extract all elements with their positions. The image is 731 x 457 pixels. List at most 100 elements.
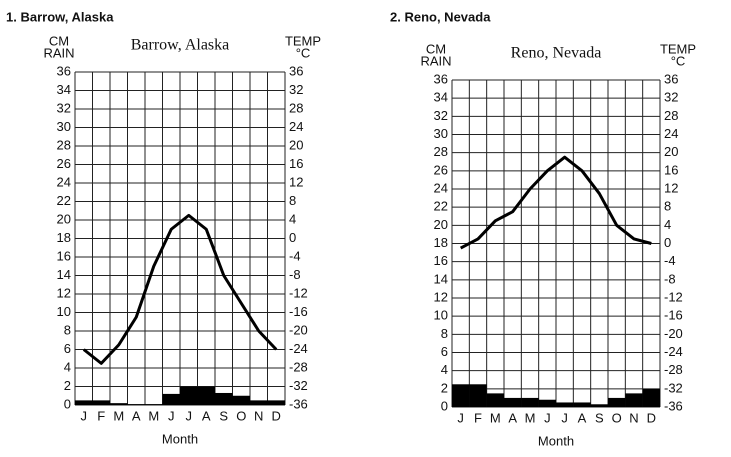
y-tick-label: 26 — [434, 162, 448, 177]
x-tick-label: M — [113, 408, 124, 423]
y-tick-label: 16 — [57, 248, 71, 263]
y2-tick-label: 4 — [289, 211, 296, 226]
temperature-line — [82, 213, 278, 365]
y-tick-label: 30 — [57, 119, 71, 134]
y2-tick-label: -8 — [289, 267, 301, 282]
x-tick-label: F — [474, 410, 482, 425]
x-tick-label: D — [272, 408, 281, 423]
precipitation-bar — [75, 400, 93, 405]
precipitation-bar — [521, 397, 539, 407]
x-tick-label: A — [508, 410, 517, 425]
precipitation-bar — [92, 400, 110, 405]
y-tick-label: 2 — [441, 380, 448, 395]
y2-tick-label: -24 — [289, 341, 308, 356]
x-tick-label: A — [202, 408, 211, 423]
y-tick-label: 32 — [57, 100, 71, 115]
y2-tick-label: 16 — [289, 156, 303, 171]
y-axis-label: RAIN — [420, 53, 451, 68]
precipitation-bar — [486, 393, 504, 407]
y-tick-label: 2 — [64, 378, 71, 393]
y2-tick-label: -24 — [664, 344, 683, 359]
x-tick-label: J — [544, 410, 551, 425]
y2-tick-label: 12 — [289, 174, 303, 189]
precipitation-bar — [469, 384, 487, 407]
y-tick-label: 32 — [434, 108, 448, 123]
y-tick-label: 18 — [57, 230, 71, 245]
chart-heading: 1. Barrow, Alaska — [6, 9, 114, 24]
y-tick-label: 24 — [434, 180, 448, 195]
y2-tick-label: 16 — [664, 162, 678, 177]
y2-tick-label: -16 — [289, 304, 308, 319]
x-tick-label: S — [595, 410, 604, 425]
y2-axis-label: °C — [671, 53, 686, 68]
y-tick-label: 36 — [57, 63, 71, 78]
temperature-line — [459, 155, 652, 250]
y-tick-label: 14 — [57, 267, 71, 282]
y2-tick-label: 4 — [664, 217, 671, 232]
y2-tick-label: 0 — [664, 235, 671, 250]
precipitation-bar — [608, 397, 626, 407]
precipitation-bar — [232, 395, 250, 405]
y-tick-label: 0 — [441, 398, 448, 413]
x-tick-label: D — [647, 410, 656, 425]
x-tick-label: M — [525, 410, 536, 425]
x-tick-label: S — [219, 408, 228, 423]
y2-tick-label: -32 — [289, 378, 308, 393]
y-axis-label: RAIN — [43, 45, 74, 60]
x-axis-label: Month — [162, 431, 198, 446]
precipitation-bar — [267, 400, 285, 405]
precipitation-bar — [452, 384, 470, 407]
precipitation-bar — [573, 402, 591, 407]
x-tick-label: A — [132, 408, 141, 423]
chart-heading: 2. Reno, Nevada — [390, 9, 491, 24]
precipitation-bar — [642, 388, 660, 407]
y2-tick-label: 20 — [664, 144, 678, 159]
y-tick-label: 8 — [64, 322, 71, 337]
x-tick-label: J — [81, 408, 88, 423]
precipitation-bar — [625, 393, 643, 407]
precipitation-bar — [162, 393, 180, 405]
y2-tick-label: 32 — [664, 90, 678, 105]
y2-tick-label: 36 — [664, 71, 678, 86]
precipitation-bar — [250, 400, 268, 405]
y-tick-label: 14 — [434, 271, 448, 286]
y2-tick-label: -12 — [289, 285, 308, 300]
y2-tick-label: 8 — [289, 193, 296, 208]
x-tick-label: M — [148, 408, 159, 423]
y2-tick-label: 32 — [289, 82, 303, 97]
y2-tick-label: 0 — [289, 230, 296, 245]
x-tick-label: N — [254, 408, 263, 423]
y-tick-label: 4 — [64, 359, 71, 374]
y-tick-label: 6 — [441, 344, 448, 359]
precipitation-bar — [180, 386, 198, 405]
x-tick-label: O — [612, 410, 622, 425]
chart-title: Barrow, Alaska — [131, 37, 230, 54]
y2-tick-label: -16 — [664, 308, 683, 323]
x-axis-label: Month — [538, 433, 574, 448]
y-tick-label: 12 — [57, 285, 71, 300]
y-tick-label: 30 — [434, 126, 448, 141]
y-tick-label: 8 — [441, 326, 448, 341]
y-tick-label: 0 — [64, 396, 71, 411]
y2-tick-label: -8 — [664, 271, 676, 286]
y-tick-label: 10 — [434, 308, 448, 323]
y2-tick-label: 12 — [664, 180, 678, 195]
x-tick-label: J — [457, 410, 464, 425]
y-tick-label: 22 — [57, 193, 71, 208]
y2-tick-label: -20 — [664, 326, 683, 341]
y2-tick-label: -28 — [664, 362, 683, 377]
y2-tick-label: -20 — [289, 322, 308, 337]
x-tick-label: J — [186, 408, 193, 423]
y-tick-label: 10 — [57, 304, 71, 319]
chart-title: Reno, Nevada — [511, 45, 602, 62]
y2-axis-label: TEMP — [285, 33, 321, 48]
precipitation-bar — [556, 402, 574, 407]
y2-tick-label: 24 — [289, 119, 303, 134]
y-tick-label: 4 — [441, 362, 448, 377]
y2-tick-label: -36 — [664, 398, 683, 413]
y-tick-label: 6 — [64, 341, 71, 356]
precipitation-bar — [215, 392, 233, 405]
y-tick-label: 20 — [434, 217, 448, 232]
precipitation-bar — [145, 404, 163, 405]
y2-tick-label: 8 — [664, 199, 671, 214]
